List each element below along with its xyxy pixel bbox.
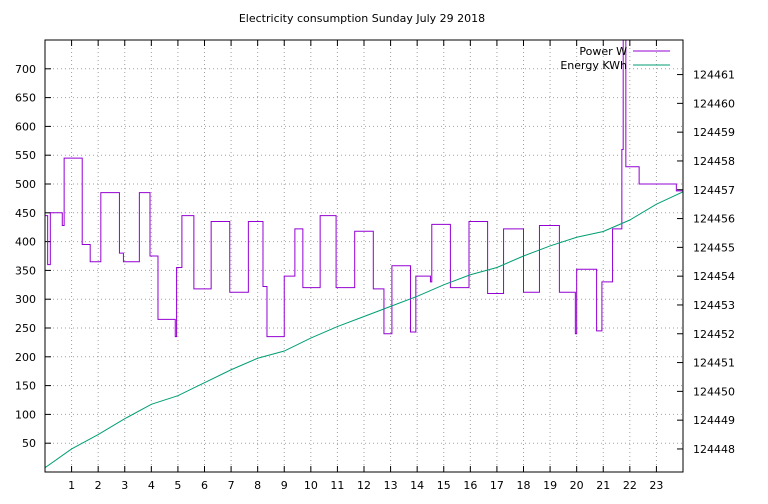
y-right-tick-label: 124450 <box>693 385 735 398</box>
y-left-tick-label: 400 <box>15 236 36 249</box>
x-tick-label: 10 <box>304 479 318 492</box>
y-right-tick-label: 124453 <box>693 299 735 312</box>
y-left-tick-label: 450 <box>15 207 36 220</box>
x-tick-label: 1 <box>68 479 75 492</box>
y-right-tick-label: 124448 <box>693 443 735 456</box>
x-tick-label: 7 <box>228 479 235 492</box>
series-layer <box>45 40 683 469</box>
y-left-tick-label: 250 <box>15 322 36 335</box>
axis-ticks: 1 2 3 4 5 6 7 8 9 10 11 12 13 14 15 16 17 18 19 20 21 22 23501… <box>15 40 735 492</box>
x-tick-label: 9 <box>281 479 288 492</box>
x-tick-label: 16 <box>463 479 477 492</box>
x-tick-label: 17 <box>490 479 504 492</box>
y-left-tick-label: 100 <box>15 408 36 421</box>
x-tick-label: 2 <box>95 479 102 492</box>
x-tick-label: 8 <box>254 479 261 492</box>
x-tick-label: 14 <box>410 479 424 492</box>
x-tick-label: 19 <box>543 479 557 492</box>
y-right-tick-label: 124456 <box>693 213 735 226</box>
y-right-tick-label: 124455 <box>693 241 735 254</box>
x-tick-label: 20 <box>570 479 584 492</box>
y-right-tick-label: 124452 <box>693 328 735 341</box>
y-left-tick-label: 150 <box>15 380 36 393</box>
x-tick-label: 11 <box>330 479 344 492</box>
plot-frame <box>44 39 684 473</box>
series-line-power <box>45 40 683 338</box>
y-right-tick-label: 124459 <box>693 126 735 139</box>
x-tick-label: 13 <box>384 479 398 492</box>
legend-label: Energy KWh <box>560 59 627 72</box>
y-left-tick-label: 500 <box>15 178 36 191</box>
y-left-tick-label: 200 <box>15 351 36 364</box>
x-tick-label: 5 <box>174 479 181 492</box>
x-tick-label: 12 <box>357 479 371 492</box>
grid <box>45 40 683 472</box>
x-tick-label: 18 <box>517 479 531 492</box>
y-left-tick-label: 50 <box>22 437 36 450</box>
y-right-tick-label: 124454 <box>693 270 735 283</box>
legend-label: Power W <box>579 45 627 58</box>
y-left-tick-label: 600 <box>15 120 36 133</box>
y-left-tick-label: 550 <box>15 149 36 162</box>
y-right-tick-label: 124458 <box>693 155 735 168</box>
y-left-tick-label: 650 <box>15 92 36 105</box>
series-line-energy <box>45 191 683 469</box>
y-right-tick-label: 124451 <box>693 357 735 370</box>
x-tick-label: 22 <box>623 479 637 492</box>
y-right-tick-label: 124460 <box>693 97 735 110</box>
y-left-tick-label: 700 <box>15 63 36 76</box>
x-tick-label: 21 <box>596 479 610 492</box>
y-left-tick-label: 350 <box>15 264 36 277</box>
x-tick-label: 23 <box>649 479 663 492</box>
y-right-tick-label: 124461 <box>693 69 735 82</box>
x-tick-label: 15 <box>437 479 451 492</box>
x-tick-label: 6 <box>201 479 208 492</box>
x-tick-label: 4 <box>148 479 155 492</box>
y-left-tick-label: 300 <box>15 293 36 306</box>
x-tick-label: 3 <box>121 479 128 492</box>
y-right-tick-label: 124449 <box>693 414 735 427</box>
chart-title: Electricity consumption Sunday July 29 2… <box>239 12 485 25</box>
y-right-tick-label: 124457 <box>693 184 735 197</box>
